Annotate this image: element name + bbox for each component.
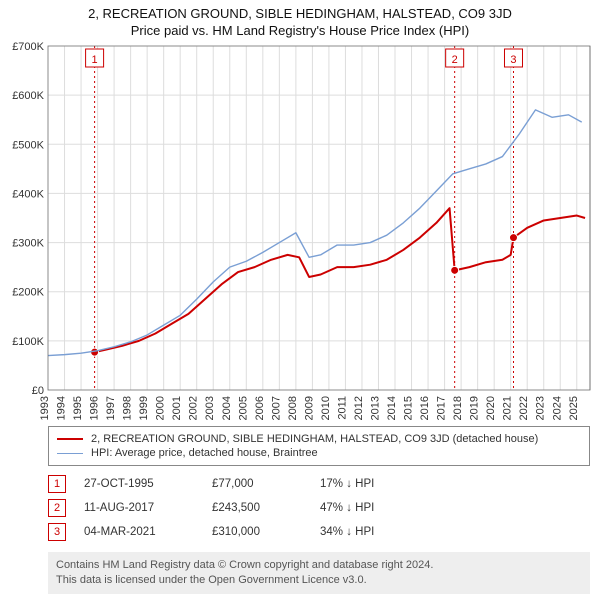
events-table: 1 27-OCT-1995 £77,000 17% ↓ HPI 2 11-AUG…: [48, 472, 590, 544]
event-delta: 17% ↓ HPI: [320, 478, 410, 490]
event-date: 11-AUG-2017: [84, 502, 194, 514]
legend-swatch-hpi: [57, 453, 83, 454]
svg-text:2012: 2012: [353, 396, 365, 420]
svg-text:1997: 1997: [105, 396, 117, 420]
svg-text:£0: £0: [32, 385, 44, 397]
event-marker: 2: [48, 499, 66, 517]
event-row: 2 11-AUG-2017 £243,500 47% ↓ HPI: [48, 496, 590, 520]
svg-text:2024: 2024: [551, 396, 563, 420]
svg-text:2003: 2003: [204, 396, 216, 420]
legend-row-hpi: HPI: Average price, detached house, Brai…: [57, 446, 581, 460]
svg-text:2018: 2018: [452, 396, 464, 420]
svg-text:2025: 2025: [568, 396, 580, 420]
event-price: £243,500: [212, 502, 302, 514]
price-vs-hpi-chart: £0 £100K £200K £300K £400K £500K £600K £700K 199…: [0, 40, 600, 420]
legend-swatch-property: [57, 438, 83, 440]
svg-text:2004: 2004: [221, 396, 233, 420]
svg-text:2013: 2013: [369, 396, 381, 420]
svg-text:2023: 2023: [535, 396, 547, 420]
svg-text:2016: 2016: [419, 396, 431, 420]
event-date: 27-OCT-1995: [84, 478, 194, 490]
svg-text:2001: 2001: [171, 396, 183, 420]
svg-text:£400K: £400K: [12, 188, 44, 200]
legend-label-property: 2, RECREATION GROUND, SIBLE HEDINGHAM, H…: [91, 433, 538, 445]
svg-text:£100K: £100K: [12, 336, 44, 348]
svg-text:2019: 2019: [469, 396, 481, 420]
svg-text:1994: 1994: [56, 396, 68, 420]
footnote-line-1: Contains HM Land Registry data © Crown c…: [56, 558, 582, 573]
svg-text:1: 1: [92, 54, 98, 66]
svg-text:2007: 2007: [270, 396, 282, 420]
footnote: Contains HM Land Registry data © Crown c…: [48, 552, 590, 594]
svg-text:1995: 1995: [72, 396, 84, 420]
svg-text:2002: 2002: [188, 396, 200, 420]
svg-text:1998: 1998: [122, 396, 134, 420]
svg-text:2: 2: [452, 54, 458, 66]
svg-text:1993: 1993: [39, 396, 51, 420]
svg-text:2021: 2021: [502, 396, 514, 420]
svg-text:3: 3: [510, 54, 516, 66]
event-marker: 3: [48, 523, 66, 541]
event-marker: 1: [48, 475, 66, 493]
legend-label-hpi: HPI: Average price, detached house, Brai…: [91, 447, 318, 459]
footnote-line-2: This data is licensed under the Open Gov…: [56, 573, 582, 588]
event-date: 04-MAR-2021: [84, 526, 194, 538]
legend-row-property: 2, RECREATION GROUND, SIBLE HEDINGHAM, H…: [57, 432, 581, 446]
legend: 2, RECREATION GROUND, SIBLE HEDINGHAM, H…: [48, 426, 590, 466]
event-row: 1 27-OCT-1995 £77,000 17% ↓ HPI: [48, 472, 590, 496]
svg-text:2017: 2017: [436, 396, 448, 420]
svg-text:£500K: £500K: [12, 139, 44, 151]
event-price: £77,000: [212, 478, 302, 490]
event-delta: 34% ↓ HPI: [320, 526, 410, 538]
event-row: 3 04-MAR-2021 £310,000 34% ↓ HPI: [48, 520, 590, 544]
svg-text:£300K: £300K: [12, 238, 44, 250]
svg-text:2022: 2022: [518, 396, 530, 420]
svg-text:2005: 2005: [237, 396, 249, 420]
svg-text:1996: 1996: [89, 396, 101, 420]
title-line-1: 2, RECREATION GROUND, SIBLE HEDINGHAM, H…: [8, 6, 592, 21]
svg-text:£200K: £200K: [12, 287, 44, 299]
svg-text:1999: 1999: [138, 396, 150, 420]
svg-text:2014: 2014: [386, 396, 398, 420]
svg-text:2000: 2000: [155, 396, 167, 420]
svg-text:2010: 2010: [320, 396, 332, 420]
svg-text:2009: 2009: [303, 396, 315, 420]
event-delta: 47% ↓ HPI: [320, 502, 410, 514]
svg-text:2008: 2008: [287, 396, 299, 420]
svg-text:£600K: £600K: [12, 90, 44, 102]
svg-text:2020: 2020: [485, 396, 497, 420]
svg-text:2006: 2006: [254, 396, 266, 420]
svg-text:2015: 2015: [403, 396, 415, 420]
title-line-2: Price paid vs. HM Land Registry's House …: [8, 23, 592, 38]
svg-text:£700K: £700K: [12, 41, 44, 53]
event-price: £310,000: [212, 526, 302, 538]
svg-text:2011: 2011: [336, 396, 348, 420]
